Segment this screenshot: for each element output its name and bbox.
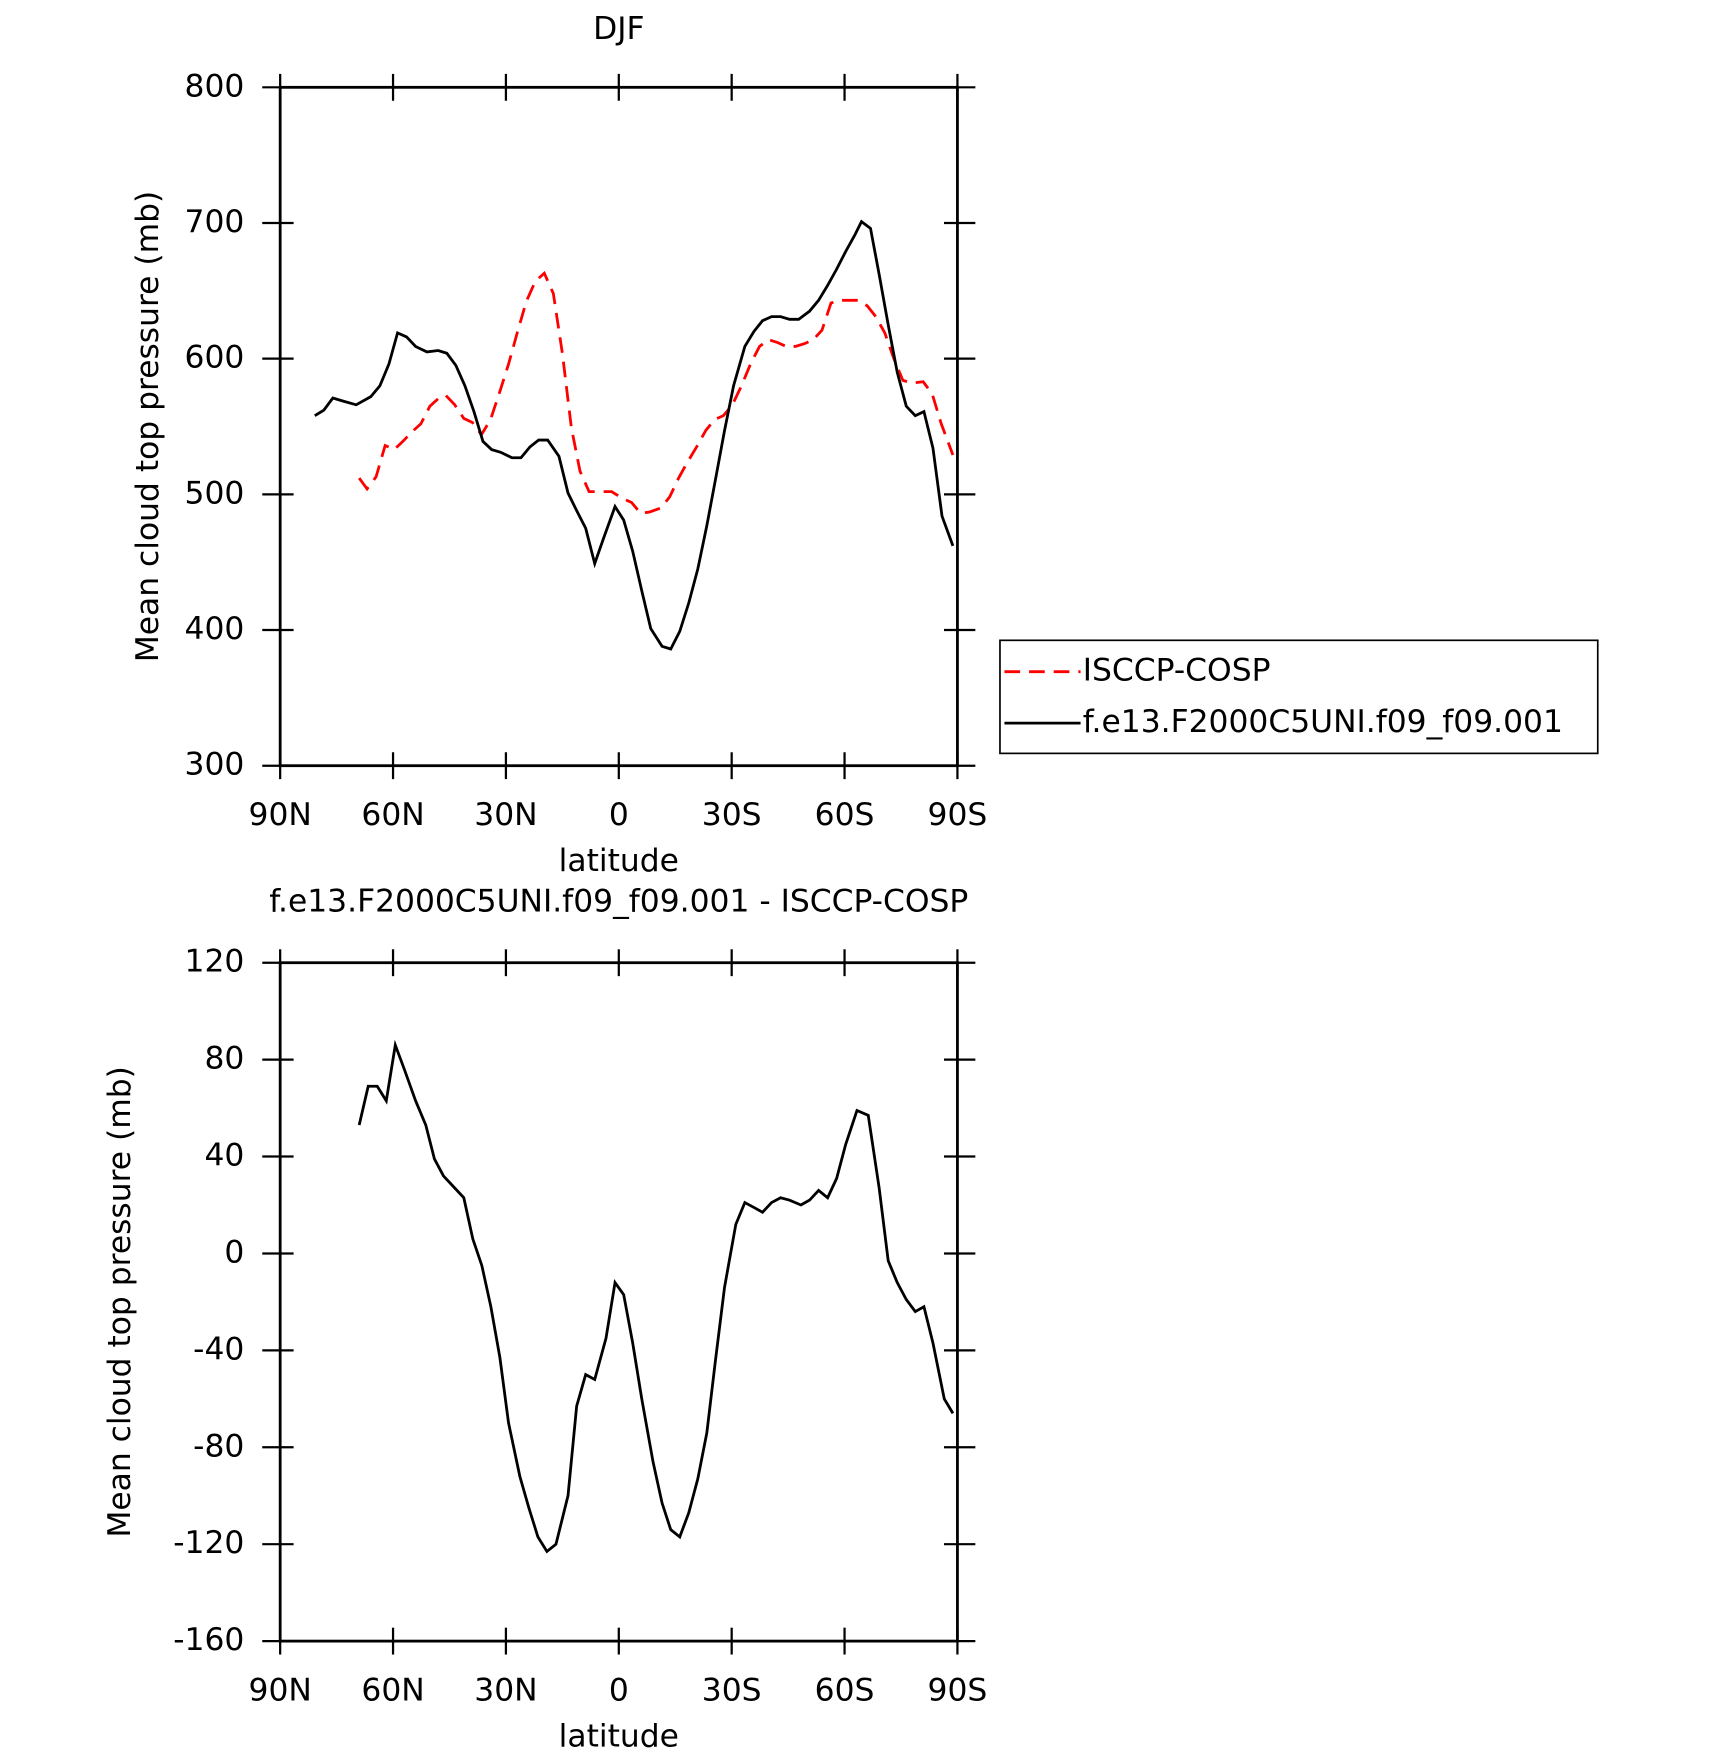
- x-tick-label: 90S: [928, 797, 988, 833]
- x-tick-label: 60S: [815, 1672, 875, 1708]
- x-tick-label: 60N: [361, 1672, 424, 1708]
- x-tick-label: 30N: [474, 797, 537, 833]
- x-tick-label: 30S: [702, 1672, 762, 1708]
- y-tick-label: 300: [185, 747, 245, 783]
- y-tick-label: -40: [193, 1331, 244, 1367]
- x-axis-label: latitude: [559, 843, 679, 879]
- x-tick-label: 90N: [249, 797, 312, 833]
- x-tick-label: 60S: [815, 797, 875, 833]
- x-tick-label: 60N: [361, 797, 424, 833]
- plot-frame: [278, 961, 959, 1643]
- legend-box: [999, 639, 1599, 755]
- plot-frame: [278, 85, 959, 768]
- y-tick-label: -120: [173, 1525, 244, 1561]
- chart-title: DJF: [593, 11, 644, 47]
- y-tick-label: 0: [224, 1234, 244, 1270]
- y-tick-label: -80: [193, 1428, 244, 1464]
- y-tick-label: 600: [185, 340, 245, 376]
- data-line: [358, 270, 955, 515]
- legend-label: f.e13.F2000C5UNI.f09_f09.001: [1083, 704, 1563, 740]
- y-tick-label: 120: [185, 944, 245, 980]
- y-tick-label: 800: [185, 68, 245, 104]
- x-tick-label: 30S: [702, 797, 762, 833]
- x-tick-label: 0: [609, 797, 629, 833]
- x-axis-label: latitude: [559, 1718, 679, 1754]
- y-axis-label: Mean cloud top pressure (mb): [130, 191, 166, 663]
- legend-label: ISCCP-COSP: [1083, 653, 1271, 689]
- y-tick-label: 400: [185, 611, 245, 647]
- y-tick-label: -160: [173, 1622, 244, 1658]
- x-tick-label: 0: [609, 1672, 629, 1708]
- y-tick-label: 700: [185, 204, 245, 240]
- data-line: [314, 219, 955, 651]
- y-tick-label: 500: [185, 475, 245, 511]
- y-tick-label: 40: [204, 1138, 244, 1174]
- x-tick-label: 90N: [249, 1672, 312, 1708]
- x-tick-label: 30N: [474, 1672, 537, 1708]
- y-axis-label: Mean cloud top pressure (mb): [102, 1066, 138, 1538]
- data-line: [357, 1039, 955, 1554]
- chart-title: f.e13.F2000C5UNI.f09_f09.001 - ISCCP-COS…: [269, 883, 968, 919]
- y-tick-label: 80: [204, 1041, 244, 1077]
- x-tick-label: 90S: [928, 1672, 988, 1708]
